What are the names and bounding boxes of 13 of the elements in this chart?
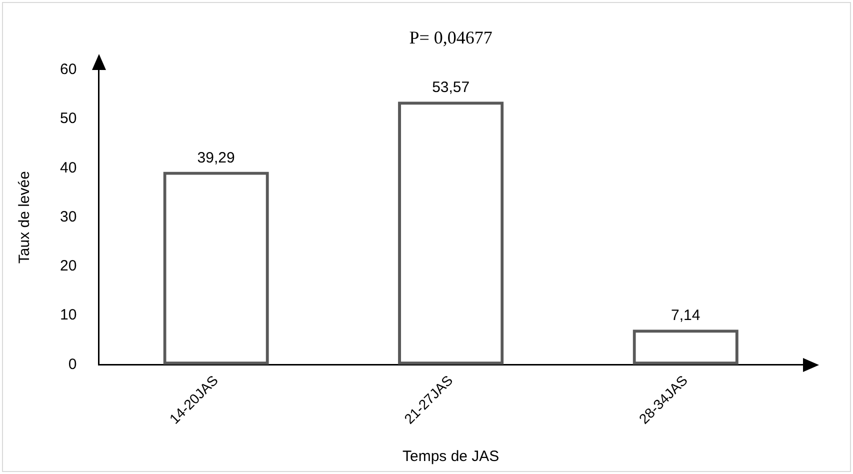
data-label: 7,14 [671,307,700,324]
y-tick-label: 60 [60,61,77,78]
y-tick-label: 10 [60,306,77,324]
y-tick-label: 50 [60,110,77,128]
y-tick-label: 40 [60,159,77,176]
y-tick-label: 0 [68,356,77,373]
y-tick-label: 20 [60,258,77,275]
data-label: 53,57 [432,79,470,96]
data-label: 39,29 [197,149,235,166]
y-tick-label: 30 [60,208,77,226]
y-axis-title: Taux de levée [16,171,34,264]
x-axis-title: Temps de JAS [402,448,500,466]
text: P= 0,04677 [409,28,492,48]
